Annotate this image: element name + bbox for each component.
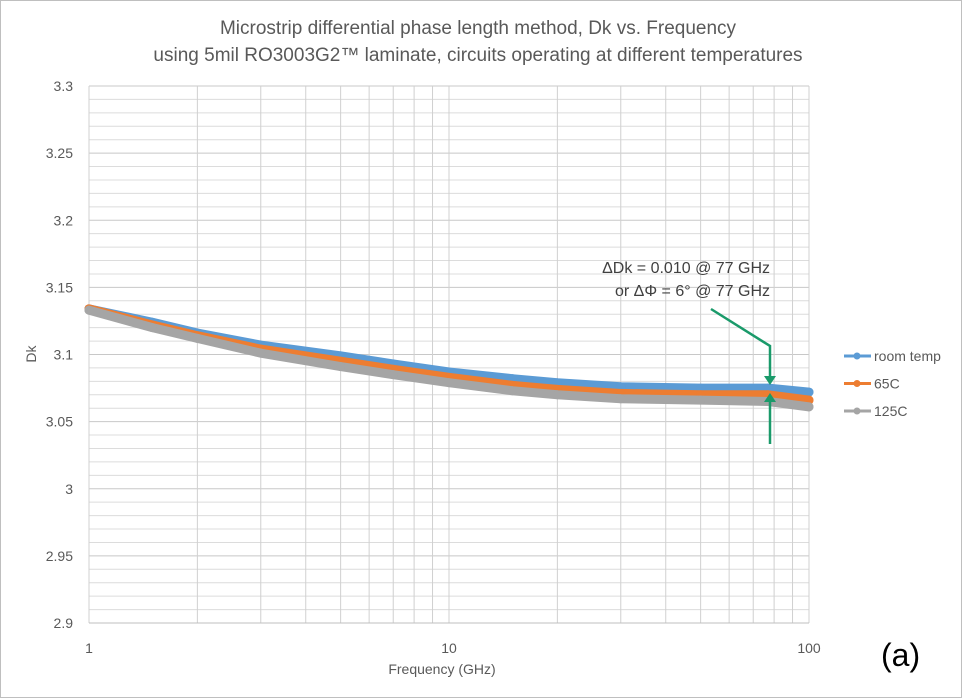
legend-marker xyxy=(853,352,861,360)
y-tick-label: 3.05 xyxy=(46,414,73,430)
data-point xyxy=(192,333,202,343)
data-point xyxy=(616,394,626,404)
y-axis-label: Dk xyxy=(23,344,39,362)
data-point xyxy=(804,387,814,397)
chart-subtitle: using 5mil RO3003G2™ laminate, circuits … xyxy=(153,45,803,66)
data-point xyxy=(147,323,157,333)
legend-label: 125C xyxy=(874,403,907,419)
x-tick-label: 100 xyxy=(797,640,821,656)
data-point xyxy=(256,348,266,358)
data-point xyxy=(84,305,94,315)
annotation-delta-dk: ΔDk = 0.010 @ 77 GHz xyxy=(602,260,770,277)
data-point xyxy=(388,370,398,380)
y-tick-label: 2.95 xyxy=(46,548,73,564)
y-tick-label: 3.3 xyxy=(54,78,74,94)
data-point xyxy=(696,395,706,405)
y-tick-label: 3.1 xyxy=(54,347,74,363)
legend-marker xyxy=(853,380,861,387)
legend-label: room temp xyxy=(874,348,941,364)
panel-label: (a) xyxy=(881,637,921,673)
arrowhead-up-icon xyxy=(764,393,776,402)
data-point xyxy=(444,378,454,388)
legend-marker xyxy=(853,407,861,415)
y-tick-label: 3.2 xyxy=(54,212,74,228)
chart-title: Microstrip differential phase length met… xyxy=(219,18,737,39)
y-tick-label: 3.15 xyxy=(46,279,73,295)
y-tick-label: 3 xyxy=(65,481,73,497)
x-tick-label: 1 xyxy=(85,640,93,656)
y-tick-label: 3.25 xyxy=(46,145,73,161)
y-tick-label: 2.9 xyxy=(54,615,74,631)
annotation-arrow-top xyxy=(710,307,772,377)
data-point xyxy=(507,386,517,396)
data-point xyxy=(336,362,346,372)
data-point xyxy=(552,390,562,400)
data-point xyxy=(804,402,814,412)
annotation-delta-phase: or ΔΦ = 6° @ 77 GHz xyxy=(615,283,770,300)
legend-label: 65C xyxy=(874,376,900,392)
arrowhead-down-icon xyxy=(764,376,776,385)
x-axis-label: Frequency (GHz) xyxy=(388,661,495,677)
x-tick-label: 10 xyxy=(441,640,457,656)
